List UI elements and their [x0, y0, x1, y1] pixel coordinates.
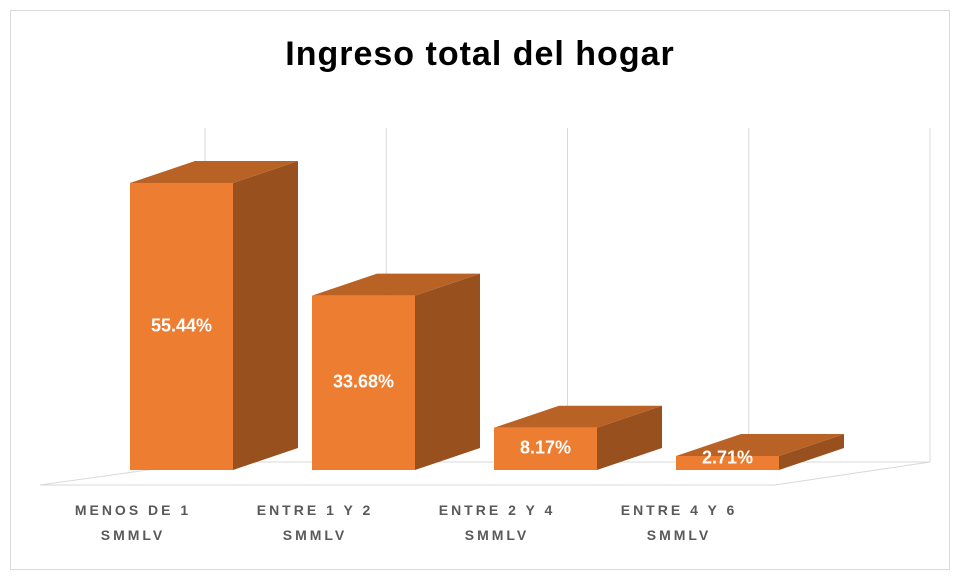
x-tick-label: ENTRE 2 Y 4 SMMLV — [438, 502, 556, 543]
bar-side — [597, 405, 662, 470]
bar — [312, 295, 415, 470]
bar-side — [233, 161, 298, 470]
bar-top — [312, 273, 480, 296]
bar-side — [415, 273, 480, 470]
bar-top — [130, 161, 298, 183]
x-tick-label: MENOS DE 1 SMMLV — [74, 502, 192, 543]
bar-side — [779, 433, 844, 470]
x-tick-label: ENTRE 1 Y 2 SMMLV — [256, 502, 374, 543]
data-label: 8.17% — [520, 438, 571, 458]
x-tick-label: ENTRE 4 Y 6 SMMLV — [620, 502, 738, 543]
data-label: 33.68% — [333, 372, 394, 392]
bar — [130, 183, 233, 470]
chart-title: Ingreso total del hogar — [285, 35, 674, 73]
bar — [494, 427, 597, 470]
bar — [676, 455, 779, 470]
bar-top — [676, 433, 844, 456]
data-label: 2.71% — [702, 448, 753, 468]
bar-top — [494, 405, 662, 428]
data-label: 55.44% — [151, 315, 212, 335]
